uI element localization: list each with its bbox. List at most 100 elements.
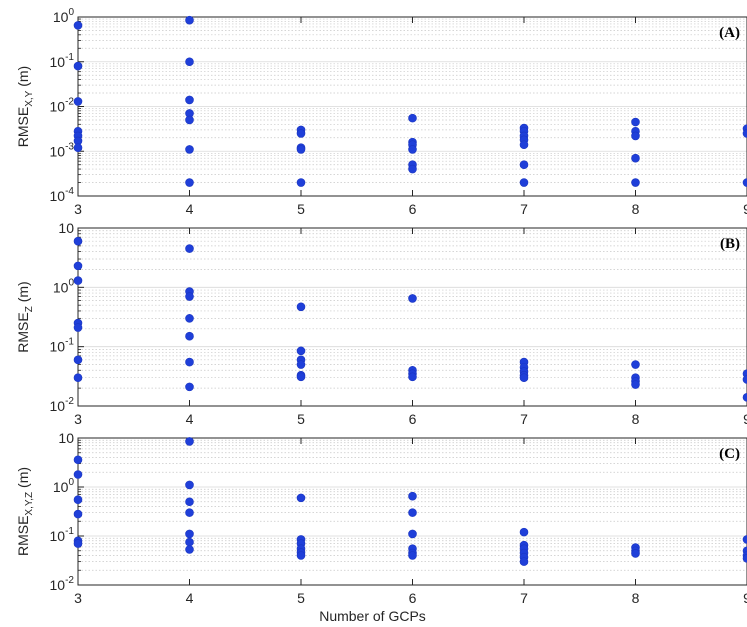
x-tick-label: 5: [297, 201, 305, 217]
y-axis-label: RMSEX,Y,Z (m): [15, 467, 35, 556]
x-tick-label: 5: [297, 411, 305, 427]
y-tick-label: 100: [53, 7, 75, 25]
y-tick-label: 10-2: [50, 396, 75, 414]
data-point: [185, 382, 194, 392]
data-point: [185, 437, 194, 446]
data-point: [296, 129, 306, 138]
data-point: [73, 21, 83, 30]
data-point: [408, 491, 417, 501]
data-point: [296, 302, 306, 312]
data-point: [742, 393, 747, 402]
data-point: [296, 372, 306, 382]
data-point: [296, 551, 306, 560]
data-point: [185, 115, 194, 125]
data-point: [519, 178, 529, 187]
y-tick-label: 10-3: [50, 141, 75, 159]
x-tick-label: 9: [743, 411, 747, 427]
data-point: [185, 57, 194, 67]
data-point: [631, 380, 640, 389]
data-point: [408, 164, 417, 174]
data-point: [73, 470, 83, 479]
data-point: [631, 360, 640, 369]
data-point: [73, 61, 83, 71]
data-point: [73, 539, 83, 548]
data-point: [73, 236, 83, 246]
data-point: [408, 145, 417, 154]
x-tick-label: 7: [520, 411, 528, 427]
data-point: [73, 97, 83, 106]
data-point: [185, 545, 194, 554]
data-point: [185, 314, 194, 323]
panel-label: (C): [719, 446, 740, 462]
y-axis-label: RMSEZ (m): [15, 281, 35, 352]
x-tick-label: 4: [186, 201, 194, 217]
data-point: [73, 276, 83, 285]
y-tick-label: 10-1: [50, 526, 75, 544]
x-tick-label: 4: [186, 411, 194, 427]
data-point: [631, 131, 640, 141]
x-tick-label: 4: [186, 590, 194, 606]
data-point: [73, 373, 83, 382]
data-point: [631, 117, 640, 127]
y-tick-label: 10: [58, 220, 74, 236]
y-tick-label: 10-4: [50, 186, 75, 204]
data-point: [742, 129, 747, 138]
y-tick-label: 100: [53, 277, 75, 295]
x-tick-label: 3: [74, 590, 82, 606]
y-tick-label: 10-1: [50, 52, 75, 70]
x-tick-label: 9: [743, 590, 747, 606]
y-tick-label: 10-2: [50, 97, 75, 115]
data-point: [742, 178, 747, 187]
x-axis-label: Number of GCPs: [319, 608, 426, 624]
x-tick-label: 8: [632, 590, 640, 606]
x-tick-label: 6: [409, 201, 417, 217]
data-point: [185, 529, 194, 539]
data-point: [185, 480, 194, 490]
data-point: [296, 178, 306, 187]
data-point: [185, 331, 194, 341]
data-point: [185, 497, 194, 507]
data-point: [185, 244, 194, 253]
data-point: [519, 373, 529, 382]
data-point: [185, 15, 194, 25]
data-point: [296, 145, 306, 154]
data-point: [185, 357, 194, 367]
panel-a: 10-4 10-3 10-2 10-1 100 3 4 5 6 7 8 9 RMSEX,Y (m) (A): [15, 7, 747, 217]
data-point: [73, 143, 83, 153]
panel-label: (A): [719, 25, 740, 41]
data-point: [185, 292, 194, 301]
data-point: [408, 113, 417, 123]
x-tick-label: 3: [74, 201, 82, 217]
y-tick-label: 10-1: [50, 337, 75, 355]
y-tick-label: 100: [53, 477, 75, 495]
data-point: [408, 372, 417, 382]
data-point: [73, 261, 83, 271]
y-tick-label: 10: [58, 430, 74, 446]
data-point: [185, 145, 194, 154]
data-point: [519, 140, 529, 150]
x-tick-label: 5: [297, 590, 305, 606]
x-tick-label: 8: [632, 411, 640, 427]
data-point: [73, 355, 83, 365]
data-point: [519, 160, 529, 170]
y-tick-label: 10-2: [50, 575, 75, 593]
x-tick-label: 6: [409, 590, 417, 606]
data-point: [73, 509, 83, 519]
data-point: [742, 535, 747, 544]
panel-label: (B): [720, 236, 740, 252]
data-point: [73, 455, 83, 465]
data-point: [631, 178, 640, 187]
data-point: [73, 323, 83, 332]
data-point: [631, 549, 640, 558]
data-point: [185, 537, 194, 547]
x-tick-label: 3: [74, 411, 82, 427]
data-point: [185, 178, 194, 187]
data-point: [408, 294, 417, 303]
data-point: [296, 493, 306, 503]
panel-b: 10-2 10-1 100 10 3 4 5 6 7 8 9 RMSEZ (m) (B): [15, 220, 747, 427]
data-point: [408, 551, 417, 560]
panel-c: 10-2 10-1 100 10 3 4 5 6 7 8 9 RMSEX,Y,Z (m) (C) Numb…: [15, 430, 747, 624]
x-tick-label: 6: [409, 411, 417, 427]
data-point: [742, 554, 747, 563]
